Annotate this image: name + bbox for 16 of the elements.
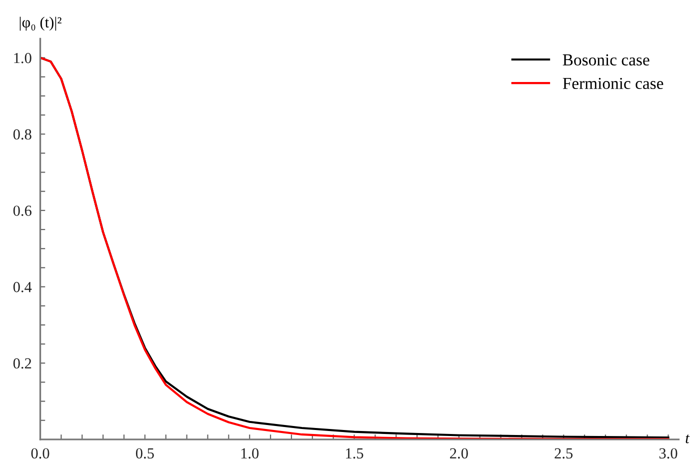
y-tick-label: 0.4: [13, 282, 32, 292]
x-tick-label: 3.0: [659, 448, 678, 459]
x-tick-label: 1.0: [241, 448, 259, 459]
y-axis-title: |φ₀ (t)|²: [20, 16, 62, 31]
x-tick-label: 1.5: [346, 448, 364, 459]
legend-label: Fermionic case: [562, 78, 664, 90]
x-tick-label: 2.5: [554, 448, 573, 459]
x-axis-title: t: [686, 434, 690, 444]
legend-label: Bosonic case: [562, 54, 650, 66]
x-tick-label: 0.5: [136, 448, 154, 459]
y-tick-label: 0.8: [13, 129, 32, 140]
x-tick-label: 2.0: [450, 448, 468, 459]
y-tick-label: 1.0: [14, 52, 32, 64]
y-tick-label: 0.2: [13, 358, 32, 369]
y-tick-label: 0.6: [13, 206, 32, 216]
x-tick-label: 0.0: [31, 448, 50, 459]
